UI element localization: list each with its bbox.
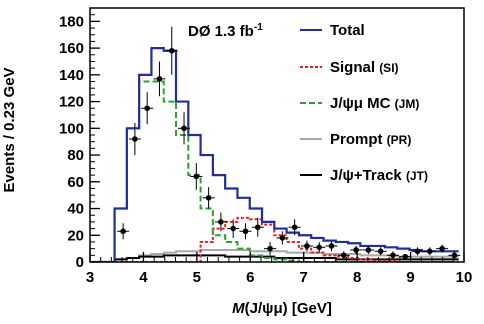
data-point — [291, 224, 298, 231]
data-point — [427, 248, 433, 255]
legend-name: J/ψμ MC — [330, 95, 395, 112]
data-point — [120, 228, 126, 235]
legend-label: Prompt (PR) — [330, 131, 411, 148]
data-point — [132, 136, 138, 142]
data-point — [365, 247, 372, 253]
data-point — [390, 252, 396, 259]
legend-name: J/ψ+Track — [330, 167, 406, 184]
data-point — [156, 76, 163, 82]
series-line-j-track — [90, 254, 459, 262]
data-point — [144, 105, 150, 112]
x-tick-label: 8 — [353, 269, 361, 286]
legend-code: (SI) — [379, 61, 398, 75]
x-tick-label: 5 — [193, 269, 201, 286]
data-point — [267, 245, 273, 252]
data-point — [439, 245, 445, 252]
y-tick-label: 140 — [59, 67, 84, 84]
data-point — [279, 235, 286, 241]
series-line-j-mc — [90, 80, 459, 262]
x-axis-title: M(J/ψμ) [GeV] — [232, 300, 332, 317]
y-tick-label: 120 — [59, 94, 84, 111]
annotation-label: DØ 1.3 fb-1 — [188, 22, 263, 40]
y-axis-title: Events / 0.23 GeV — [1, 67, 18, 192]
data-point — [181, 125, 187, 132]
x-tick-label: 4 — [139, 269, 148, 286]
data-point — [230, 225, 236, 232]
data-point — [205, 195, 212, 201]
legend-name: Signal — [330, 59, 379, 76]
x-tick-label: 3 — [86, 269, 94, 286]
x-tick-label: 7 — [300, 269, 308, 286]
data-point — [242, 228, 249, 235]
data-point — [451, 252, 458, 259]
series-line-prompt — [90, 248, 459, 262]
legend-label: Signal (SI) — [330, 59, 399, 76]
data-point — [254, 224, 261, 231]
data-point — [316, 244, 323, 251]
legend: Total Signal (SI) J/ψμ MC (JM) Prompt (PR)… — [300, 22, 428, 184]
y-tick-label: 20 — [67, 227, 84, 244]
y-tick-label: 40 — [67, 201, 84, 218]
x-tick-label: 6 — [246, 269, 254, 286]
y-tick-label: 100 — [59, 120, 84, 137]
data-point — [168, 47, 175, 54]
data-point — [353, 247, 359, 253]
series-line-total — [90, 47, 459, 262]
x-tick-label: 9 — [406, 269, 414, 286]
y-tick-label: 0 — [76, 254, 84, 271]
data-point — [377, 248, 384, 255]
y-tick-label: 80 — [67, 147, 84, 164]
legend-code: (PR) — [387, 133, 412, 147]
series-layer — [90, 47, 459, 262]
data-points — [117, 26, 461, 260]
x-axis-title-rest: (J/ψμ) [GeV] — [245, 300, 332, 317]
data-point — [218, 219, 224, 225]
y-tick-label: 180 — [59, 13, 84, 30]
data-point — [414, 248, 421, 255]
data-point — [304, 243, 310, 249]
data-point — [340, 252, 347, 259]
annotation-superscript: -1 — [254, 22, 263, 33]
annotation-text: DØ 1.3 fb — [188, 23, 254, 40]
legend-label: J/ψμ MC (JM) — [330, 95, 419, 112]
x-axis-title-m: M — [232, 300, 245, 317]
legend-label: Total — [330, 22, 365, 39]
legend-name: Total — [330, 22, 365, 39]
legend-name: Prompt — [330, 131, 387, 148]
legend-label: J/ψ+Track (JT) — [330, 167, 428, 184]
data-point — [402, 253, 409, 260]
y-tick-label: 60 — [67, 174, 84, 191]
x-tick-label: 10 — [456, 269, 473, 286]
y-tick-label: 160 — [59, 40, 84, 57]
legend-code: (JM) — [395, 97, 420, 111]
data-point — [328, 243, 335, 249]
data-point — [193, 173, 200, 180]
legend-code: (JT) — [406, 169, 428, 183]
